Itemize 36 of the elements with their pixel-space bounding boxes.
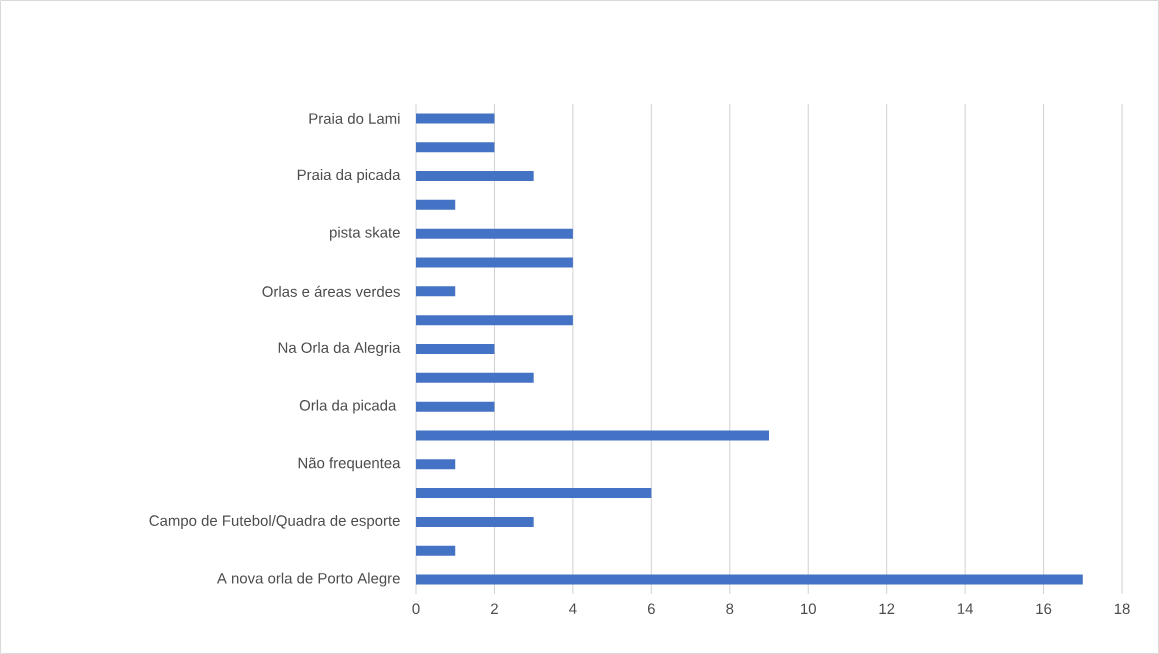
x-tick-label: 0 [412,603,420,615]
x-tick-label: 6 [647,603,655,615]
y-tick-label: pista skate [330,226,400,241]
bar [416,228,573,239]
x-tick-label: 4 [569,603,577,614]
x-tick-label: 12 [879,603,895,614]
bar [416,113,495,124]
bar [416,430,770,441]
bar [416,142,495,153]
y-tick-label: Praia da picada [297,169,401,184]
bar [416,315,573,326]
bar [416,516,534,527]
x-tick-label: 14 [957,603,973,614]
bar [416,171,534,182]
y-tick-label: Praia do Lami [309,112,400,124]
bar [416,401,495,412]
y-tick-label: Campo de Futebol/Quadra de esporte [149,514,400,529]
y-tick-label: A nova orla de Porto Alegre [216,572,400,587]
y-tick-label: Não frequentea [298,457,401,472]
bar [416,343,495,354]
x-tick-label: 8 [726,603,734,615]
x-tick-label: 10 [801,603,816,615]
y-tick-label: Na Orla da Alegria [278,342,401,356]
bar [416,199,456,210]
bar [416,574,1083,585]
y-tick-label: Orlas e áreas verdes [262,285,400,297]
bar [416,372,534,383]
bar [416,545,456,556]
x-tick-label: 16 [1036,603,1052,615]
bar [416,257,573,268]
bar [416,286,456,297]
x-tick-label: 18 [1114,603,1130,615]
bar [416,459,456,470]
y-tick-label: Orla da picada [299,399,397,414]
x-tick-label: 2 [491,603,498,614]
bar [416,488,652,499]
